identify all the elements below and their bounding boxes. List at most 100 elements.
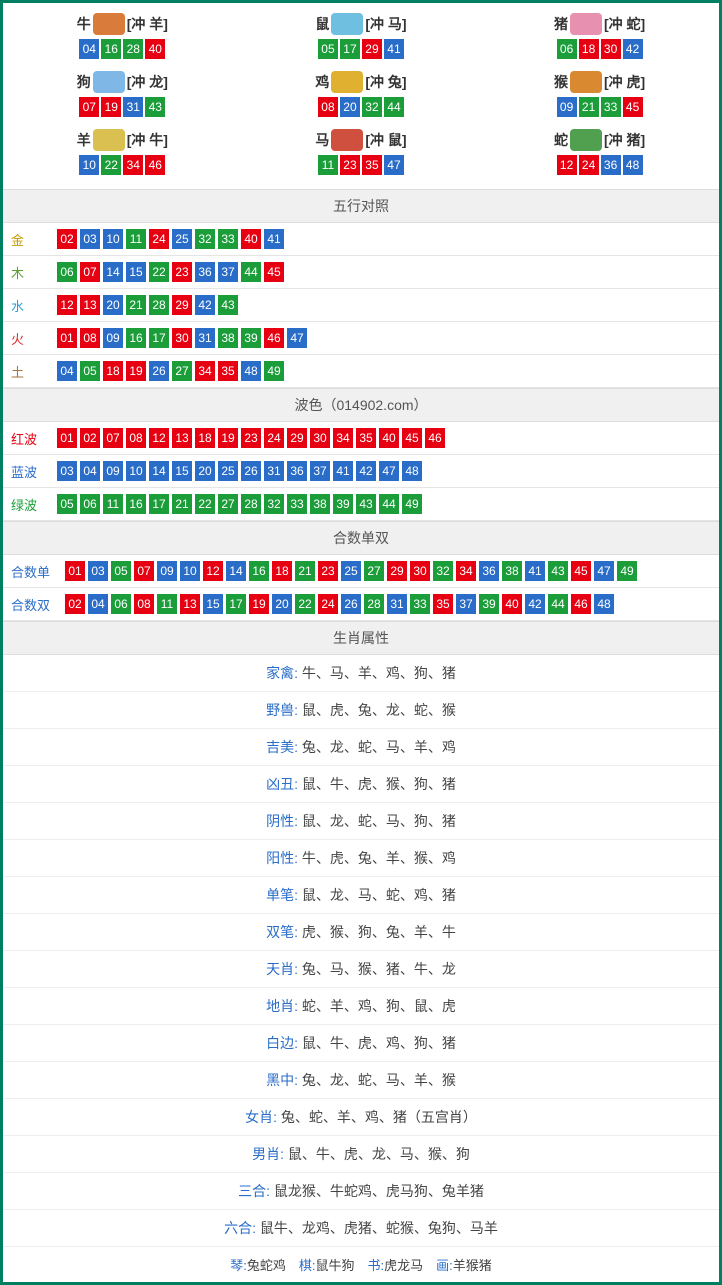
number-ball: 44 bbox=[384, 97, 404, 117]
number-ball: 14 bbox=[149, 461, 169, 481]
wuxing-section: 五行对照金02031011242532334041木06071415222336… bbox=[3, 189, 719, 388]
zodiac-icon bbox=[93, 13, 125, 35]
number-ball: 19 bbox=[249, 594, 269, 614]
number-ball: 18 bbox=[272, 561, 292, 581]
number-ball: 23 bbox=[241, 428, 261, 448]
number-ball: 27 bbox=[364, 561, 384, 581]
zodiac-icon bbox=[570, 13, 602, 35]
zodiac-balls: 05172941 bbox=[242, 39, 481, 59]
number-ball: 40 bbox=[145, 39, 165, 59]
row-label: 火 bbox=[11, 329, 57, 348]
number-ball: 06 bbox=[557, 39, 577, 59]
attribute-label: 双笔: bbox=[266, 924, 298, 940]
number-ball: 39 bbox=[241, 328, 261, 348]
number-ball: 44 bbox=[379, 494, 399, 514]
heshu-section: 合数单双合数单010305070910121416182123252729303… bbox=[3, 521, 719, 621]
attribute-value: 鼠牛、龙鸡、虎猪、蛇猴、兔狗、马羊 bbox=[256, 1220, 498, 1236]
attribute-value: 鼠、虎、兔、龙、蛇、猴 bbox=[298, 702, 456, 718]
number-ball: 08 bbox=[134, 594, 154, 614]
number-ball: 36 bbox=[479, 561, 499, 581]
number-ball: 48 bbox=[402, 461, 422, 481]
number-ball: 42 bbox=[356, 461, 376, 481]
number-ball: 47 bbox=[379, 461, 399, 481]
number-ball: 33 bbox=[287, 494, 307, 514]
zodiac-balls: 08203244 bbox=[242, 97, 481, 117]
attribute-row: 白边: 鼠、牛、虎、鸡、狗、猪 bbox=[3, 1025, 719, 1062]
number-ball: 25 bbox=[172, 229, 192, 249]
attribute-row: 凶丑: 鼠、牛、虎、猴、狗、猪 bbox=[3, 766, 719, 803]
number-ball: 08 bbox=[318, 97, 338, 117]
number-ball: 36 bbox=[195, 262, 215, 282]
zodiac-title: 狗[冲 龙] bbox=[3, 71, 242, 93]
zodiac-balls: 12243648 bbox=[480, 155, 719, 175]
number-ball: 04 bbox=[88, 594, 108, 614]
number-ball: 03 bbox=[57, 461, 77, 481]
number-ball: 31 bbox=[195, 328, 215, 348]
number-ball: 36 bbox=[287, 461, 307, 481]
number-ball: 10 bbox=[180, 561, 200, 581]
zodiac-title: 猴[冲 虎] bbox=[480, 71, 719, 93]
zodiac-icon bbox=[331, 71, 363, 93]
number-ball: 04 bbox=[79, 39, 99, 59]
number-ball: 27 bbox=[218, 494, 238, 514]
number-ball: 14 bbox=[226, 561, 246, 581]
number-ball: 19 bbox=[126, 361, 146, 381]
number-ball: 12 bbox=[557, 155, 577, 175]
number-ball: 49 bbox=[402, 494, 422, 514]
section-header: 波色（014902.com） bbox=[3, 388, 719, 422]
attribute-row: 女肖: 兔、蛇、羊、鸡、猪（五宫肖） bbox=[3, 1099, 719, 1136]
zodiac-title: 羊[冲 牛] bbox=[3, 129, 242, 151]
number-ball: 48 bbox=[623, 155, 643, 175]
number-ball: 18 bbox=[103, 361, 123, 381]
zodiac-conflict: [冲 蛇] bbox=[604, 14, 645, 34]
number-ball: 46 bbox=[571, 594, 591, 614]
row-label: 绿波 bbox=[11, 495, 57, 514]
footer-value: 兔蛇鸡 bbox=[247, 1258, 286, 1273]
attribute-value: 鼠、龙、马、蛇、鸡、猪 bbox=[298, 887, 456, 903]
number-ball: 15 bbox=[126, 262, 146, 282]
attribute-label: 男肖: bbox=[252, 1146, 284, 1162]
zodiac-conflict: [冲 马] bbox=[365, 14, 406, 34]
number-ball: 35 bbox=[433, 594, 453, 614]
attribute-row: 黑中: 兔、龙、蛇、马、羊、猴 bbox=[3, 1062, 719, 1099]
number-ball: 46 bbox=[264, 328, 284, 348]
zodiac-icon bbox=[570, 129, 602, 151]
number-ball: 28 bbox=[241, 494, 261, 514]
zodiac-title: 蛇[冲 猪] bbox=[480, 129, 719, 151]
data-row: 水1213202128294243 bbox=[3, 289, 719, 322]
number-ball: 48 bbox=[594, 594, 614, 614]
number-ball: 26 bbox=[241, 461, 261, 481]
row-balls: 0108091617303138394647 bbox=[57, 328, 307, 348]
footer-value: 羊猴猪 bbox=[453, 1258, 492, 1273]
zodiac-name: 鸡 bbox=[315, 72, 329, 92]
zodiac-balls: 09213345 bbox=[480, 97, 719, 117]
number-ball: 21 bbox=[172, 494, 192, 514]
number-ball: 02 bbox=[57, 229, 77, 249]
zodiac-icon bbox=[331, 13, 363, 35]
number-ball: 35 bbox=[356, 428, 376, 448]
attribute-row: 家禽: 牛、马、羊、鸡、狗、猪 bbox=[3, 655, 719, 692]
attribute-label: 家禽: bbox=[266, 665, 298, 681]
row-label: 蓝波 bbox=[11, 462, 57, 481]
number-ball: 43 bbox=[145, 97, 165, 117]
data-row: 绿波05061116172122272832333839434449 bbox=[3, 488, 719, 521]
footer-value: 鼠牛狗 bbox=[315, 1258, 354, 1273]
zodiac-cell: 鸡[冲 兔]08203244 bbox=[242, 65, 481, 123]
number-ball: 05 bbox=[57, 494, 77, 514]
number-ball: 02 bbox=[80, 428, 100, 448]
zodiac-balls: 06183042 bbox=[480, 39, 719, 59]
number-ball: 37 bbox=[310, 461, 330, 481]
row-label: 合数双 bbox=[11, 595, 65, 614]
number-ball: 32 bbox=[195, 229, 215, 249]
number-ball: 49 bbox=[264, 361, 284, 381]
zodiac-balls: 07193143 bbox=[3, 97, 242, 117]
zodiac-title: 猪[冲 蛇] bbox=[480, 13, 719, 35]
number-ball: 28 bbox=[364, 594, 384, 614]
number-ball: 38 bbox=[218, 328, 238, 348]
number-ball: 47 bbox=[594, 561, 614, 581]
number-ball: 22 bbox=[149, 262, 169, 282]
attribute-label: 六合: bbox=[224, 1220, 256, 1236]
row-balls: 02031011242532334041 bbox=[57, 229, 284, 249]
number-ball: 21 bbox=[579, 97, 599, 117]
number-ball: 29 bbox=[387, 561, 407, 581]
